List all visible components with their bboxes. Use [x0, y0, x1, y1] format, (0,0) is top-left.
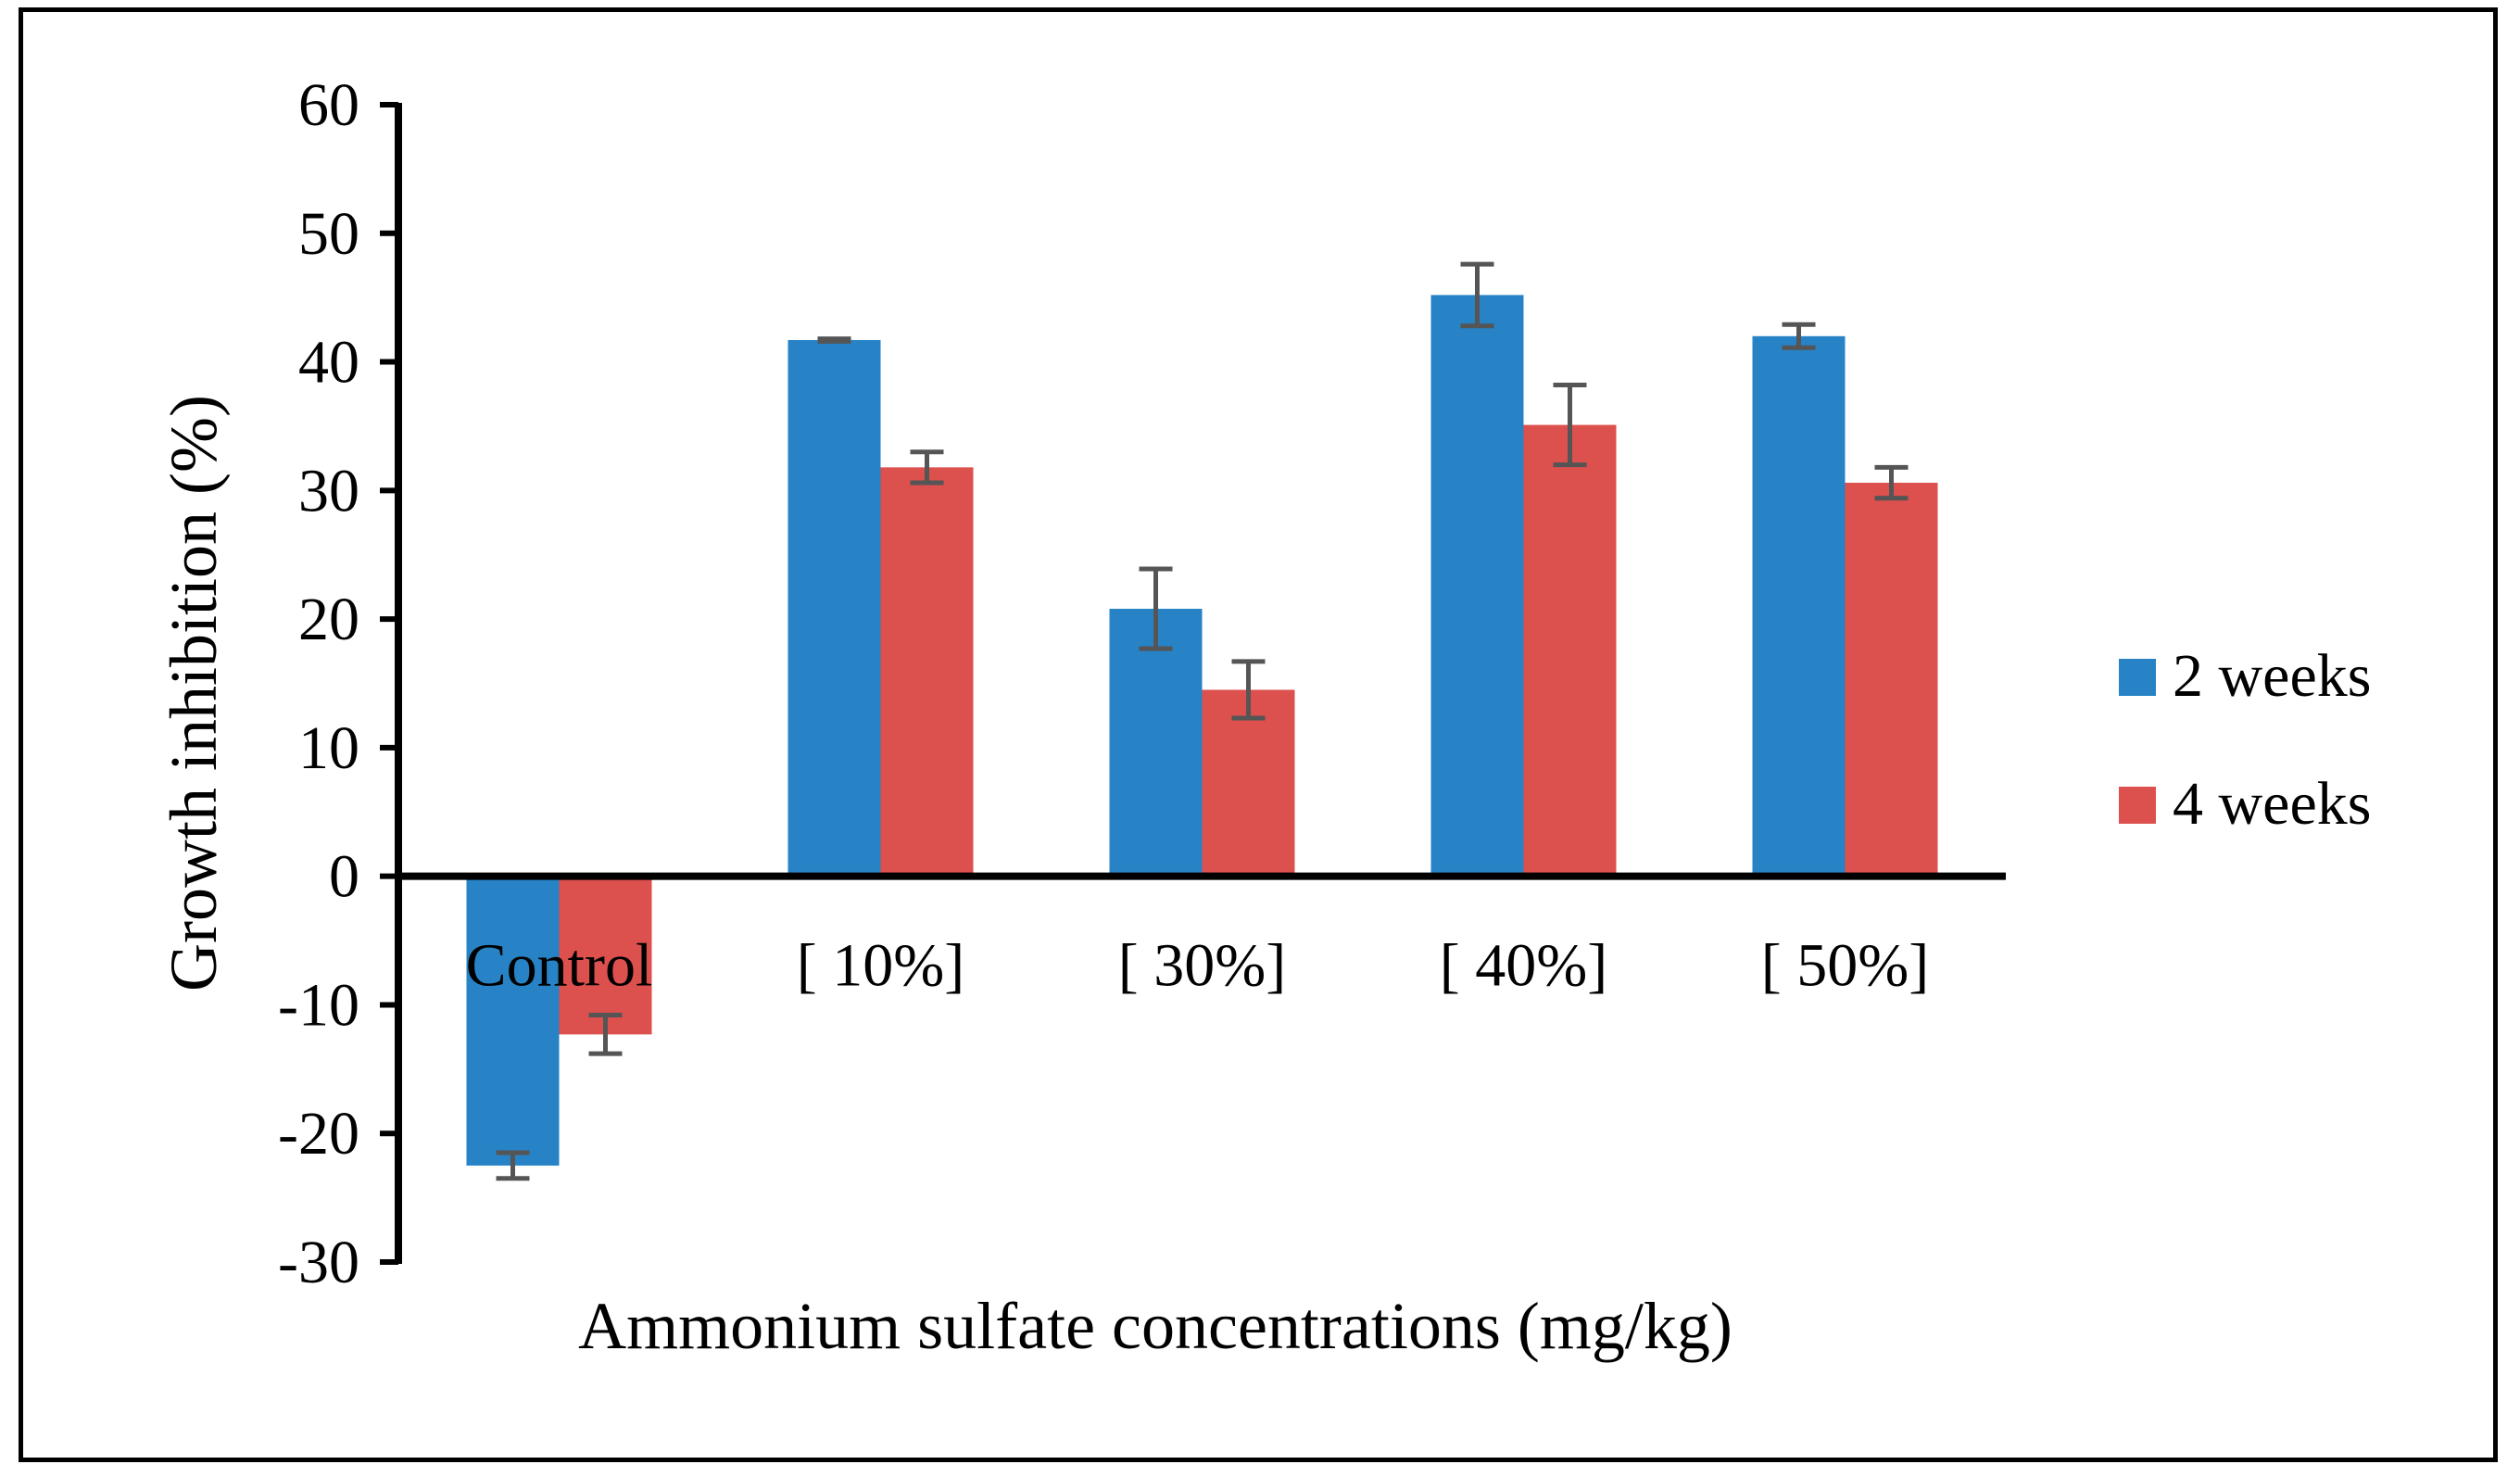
- bar: [1845, 483, 1938, 877]
- bars-layer: [466, 295, 1938, 1166]
- y-tick-label: 60: [298, 71, 359, 139]
- y-tick-label: -30: [278, 1229, 359, 1296]
- y-tick-label: 0: [329, 843, 359, 911]
- y-tick-label: 30: [298, 457, 359, 524]
- category-labels: Control [ 10%] [ 30%] [ 40%] [ 50%]: [466, 932, 1930, 1000]
- y-tick-label: 20: [298, 586, 359, 653]
- legend: 2 weeks 4 weeks: [2119, 642, 2371, 838]
- bar: [1523, 424, 1617, 877]
- category-label: [ 40%]: [1440, 932, 1607, 1000]
- y-axis-title: Growth inhibition (%): [157, 395, 231, 991]
- legend-label: 2 weeks: [2173, 642, 2371, 710]
- bar: [1752, 335, 1846, 877]
- legend-label: 4 weeks: [2173, 770, 2371, 838]
- bar: [559, 876, 652, 1035]
- y-ticks: 60 50 40 30 20 10 0 -10 -20 -30: [278, 71, 398, 1296]
- y-tick-label: 50: [298, 200, 359, 268]
- axes-layer: [395, 103, 2006, 1264]
- bar: [466, 876, 560, 1166]
- y-tick-label: -10: [278, 971, 359, 1039]
- bar: [880, 467, 974, 877]
- bar: [788, 339, 881, 877]
- y-tick-label: 40: [298, 329, 359, 397]
- category-label: Control: [466, 932, 653, 1000]
- error-bars-layer: [496, 261, 1909, 1181]
- y-tick-label: -20: [278, 1100, 359, 1168]
- y-tick-label: 10: [298, 714, 359, 782]
- category-label: [ 10%]: [797, 932, 964, 1000]
- bar: [1430, 295, 1524, 877]
- chart-frame: 60 50 40 30 20 10 0 -10 -20 -30 Control [ 10%] [ 30…: [19, 7, 2498, 1462]
- category-label: [ 50%]: [1761, 932, 1929, 1000]
- x-axis-title: Ammonium sulfate concentrations (mg/kg): [578, 1289, 1732, 1363]
- category-label: [ 30%]: [1118, 932, 1286, 1000]
- legend-swatch: [2119, 659, 2156, 696]
- chart-canvas: 60 50 40 30 20 10 0 -10 -20 -30 Control [ 10%] [ 30…: [157, 71, 2371, 1363]
- bar: [1202, 689, 1295, 877]
- bar: [1109, 609, 1203, 877]
- legend-swatch: [2119, 787, 2156, 824]
